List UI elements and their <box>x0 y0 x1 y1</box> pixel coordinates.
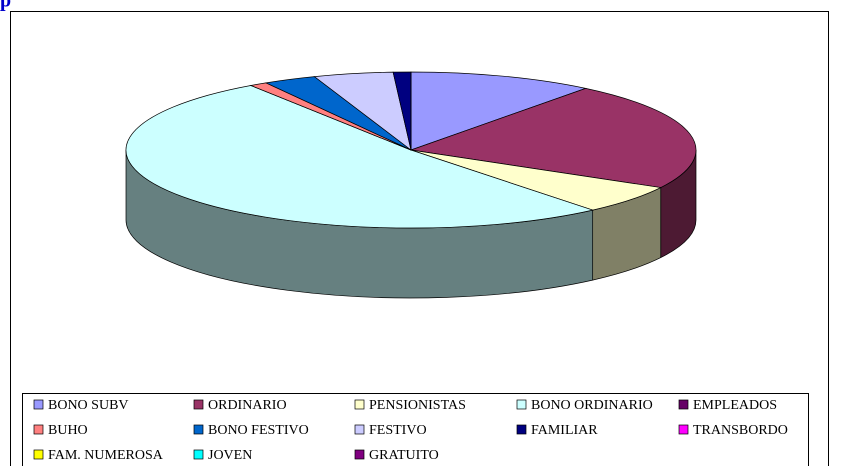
legend-label: FESTIVO <box>369 423 427 438</box>
legend-swatch <box>193 399 204 410</box>
legend-swatch <box>678 424 689 435</box>
legend-label: BUHO <box>48 423 88 438</box>
legend-label: BONO ORDINARIO <box>531 398 653 413</box>
slice <box>410 88 697 188</box>
legend-swatch <box>516 399 527 410</box>
legend-swatch <box>354 399 365 410</box>
legend-swatch <box>33 424 44 435</box>
legend-label: JOVEN <box>208 448 252 463</box>
legend-label: FAM. NUMEROSA <box>48 448 164 463</box>
legend-label: GRATUITO <box>369 448 439 463</box>
legend-label: FAMILIAR <box>531 423 598 438</box>
legend-swatch <box>354 424 365 435</box>
legend-swatch <box>33 449 44 460</box>
legend-swatch <box>193 424 204 435</box>
legend-label: EMPLEADOS <box>693 398 777 413</box>
legend-label: BONO SUBV <box>48 398 129 413</box>
legend-swatch <box>678 399 689 410</box>
legend-box <box>22 393 809 466</box>
slice <box>125 85 594 229</box>
legend-swatch <box>33 399 44 410</box>
legend-label: PENSIONISTAS <box>369 398 466 413</box>
chart-title: p <box>0 0 11 12</box>
legend-label: ORDINARIO <box>208 398 287 413</box>
legend-swatch <box>354 449 365 460</box>
legend-label: TRANSBORDO <box>693 423 788 438</box>
legend-swatch <box>516 424 527 435</box>
slice <box>410 71 587 151</box>
legend-label: BONO FESTIVO <box>208 423 309 438</box>
legend-swatch <box>193 449 204 460</box>
